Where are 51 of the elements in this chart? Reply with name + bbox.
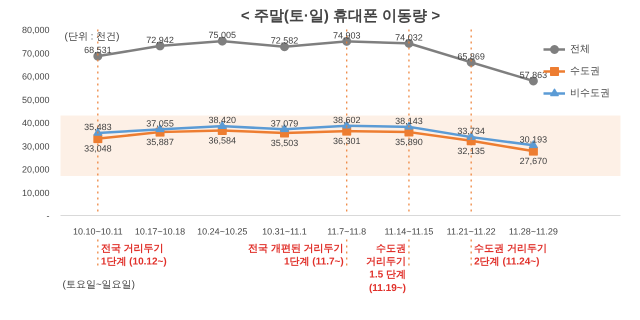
data-label: 68,531 bbox=[84, 45, 112, 56]
chart-title: < 주말(토·일) 휴대폰 이동량 > bbox=[240, 8, 440, 24]
x-tick-label: 11.14~11.15 bbox=[384, 226, 434, 236]
y-tick-label: 80,000 bbox=[22, 25, 50, 35]
legend-label: 전체 bbox=[570, 43, 590, 56]
y-tick-label: 10,000 bbox=[22, 188, 50, 198]
x-tick-label: 11.7~11.8 bbox=[327, 226, 366, 236]
data-label: 75,005 bbox=[208, 30, 236, 40]
data-label: 35,887 bbox=[146, 137, 174, 148]
data-label: 36,301 bbox=[332, 136, 360, 146]
data-label: 37,055 bbox=[146, 118, 174, 128]
y-tick-label: 60,000 bbox=[22, 72, 50, 82]
y-tick-label: 40,000 bbox=[22, 118, 50, 128]
y-tick-label: 50,000 bbox=[22, 94, 50, 105]
annotation: (단위 : 천건) bbox=[64, 32, 120, 42]
data-label: 35,890 bbox=[395, 137, 423, 148]
y-tick-label: 30,000 bbox=[22, 141, 50, 152]
x-tick-label: 10.24~10.25 bbox=[197, 226, 248, 236]
data-label: 33,048 bbox=[84, 144, 112, 154]
data-label: 35,503 bbox=[270, 138, 298, 148]
y-tick-label: - bbox=[46, 211, 50, 221]
data-label: 36,584 bbox=[208, 135, 236, 146]
data-label: 33,734 bbox=[457, 126, 485, 136]
y-tick-label: 20,000 bbox=[22, 164, 50, 174]
x-tick-label: 11.21~11.22 bbox=[446, 226, 496, 236]
x-tick-label: 10.10~10.11 bbox=[73, 226, 123, 236]
data-label: 35,483 bbox=[84, 122, 112, 132]
x-tick-label: 11.28~11.29 bbox=[508, 226, 558, 236]
data-label: 32,135 bbox=[457, 146, 485, 156]
ref-line-label: 전국 개편된 거리두기 1단계 (11.7~) bbox=[248, 243, 344, 268]
legend-label: 수도권 bbox=[570, 65, 600, 78]
legend-label: 비수도권 bbox=[570, 87, 610, 100]
data-label: 72,582 bbox=[270, 36, 298, 46]
data-label: 38,602 bbox=[332, 114, 360, 125]
ref-line-label: 전국 거리두기 1단계 (10.12~) bbox=[100, 243, 167, 268]
data-label: 37,079 bbox=[270, 118, 298, 128]
y-tick-label: 70,000 bbox=[22, 48, 50, 58]
data-label: 38,143 bbox=[395, 116, 423, 126]
ref-line-label: 수도권 거리두기 2단계 (11.24~) bbox=[474, 243, 547, 268]
x-tick-label: 10.17~10.18 bbox=[134, 226, 186, 236]
data-label: 74,903 bbox=[332, 30, 360, 40]
text: (토요일~일요일) bbox=[62, 280, 135, 290]
x-tick-label: 10.31~11.1 bbox=[262, 226, 307, 236]
data-label: 72,942 bbox=[146, 34, 174, 45]
data-label: 30,193 bbox=[520, 134, 548, 144]
data-label: 27,670 bbox=[520, 156, 548, 166]
data-label: 38,420 bbox=[208, 115, 236, 126]
data-label: 65,869 bbox=[457, 51, 485, 62]
data-label: 74,032 bbox=[395, 32, 423, 42]
ref-line-label: 수도권 거리두기 1.5 단계 (11.19~) bbox=[366, 243, 406, 294]
data-label: 57,863 bbox=[520, 70, 548, 80]
